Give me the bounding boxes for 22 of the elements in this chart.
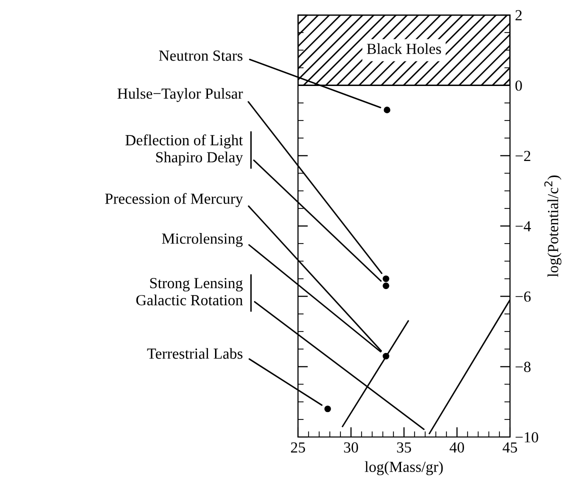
x-tick-label: 35 (397, 442, 412, 453)
annotation: Neutron Stars (159, 50, 242, 61)
x-tick-label: 45 (502, 442, 518, 453)
y-axis-title: log(Potential/c$^{2}$) (544, 176, 562, 277)
annotation: Precession of Mercury (105, 192, 243, 208)
y-tick-label: −4 (516, 221, 531, 232)
x-tick-label: 30 (344, 442, 358, 453)
y-tick-label: −10 (516, 432, 538, 442)
y-tick-label: −2 (516, 150, 530, 161)
annotation: Terrestrial Labs (147, 348, 242, 359)
y-tick-label: −6 (516, 292, 531, 302)
x-axis-title: log(Mass/gr) (364, 461, 443, 476)
y-tick-label: 2 (516, 10, 522, 20)
y-tick-label: −8 (516, 362, 531, 372)
x-tick-label: 40 (450, 442, 464, 453)
annotation: Microlensing (162, 233, 243, 247)
x-tick-label: 25 (291, 442, 306, 453)
band-label: Black Holes (366, 43, 441, 54)
y-tick-label: 0 (515, 80, 522, 91)
annotation: Deflection of Light Shapiro Delay (126, 134, 243, 166)
annotation: Hulse−Taylor Pulsar (118, 88, 243, 102)
annotation: Strong Lensing Galactic Rotation (136, 278, 243, 306)
